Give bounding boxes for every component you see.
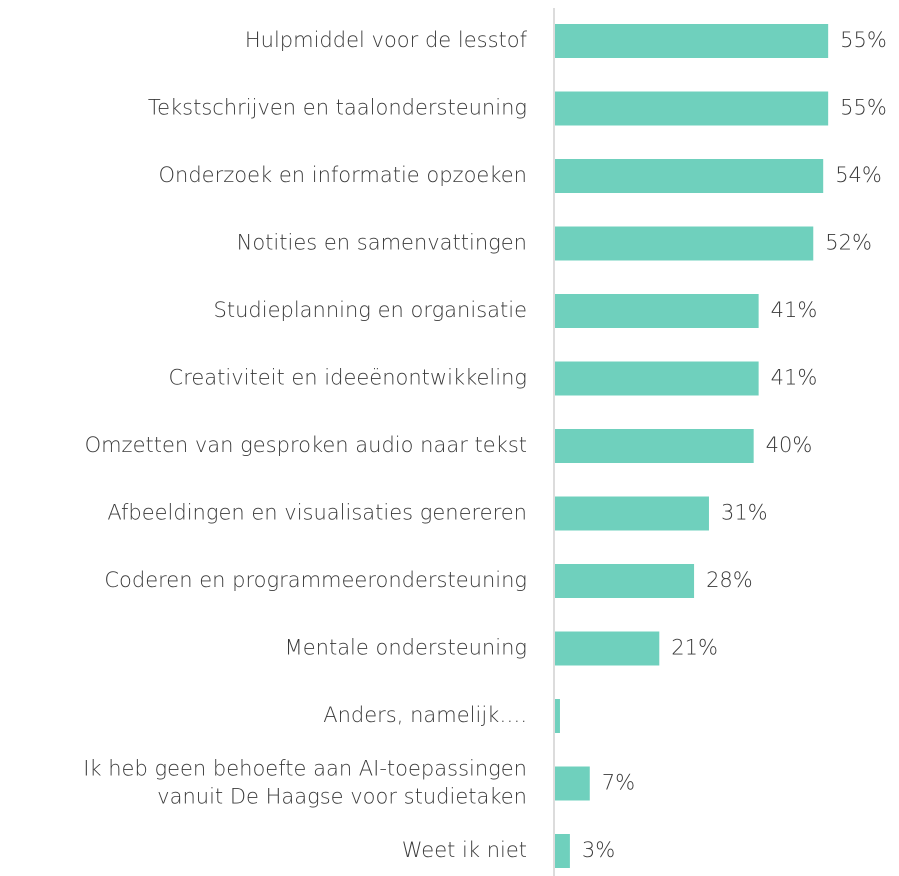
bar — [555, 564, 695, 598]
bar — [555, 226, 814, 261]
value-label: 55% — [840, 96, 887, 120]
category-label: Creativiteit en ideeënontwikkeling — [169, 366, 527, 390]
category-label: Coderen en programmeerondersteuning — [104, 568, 527, 592]
bar — [555, 699, 560, 733]
bar — [555, 766, 590, 801]
value-label: 41% — [771, 366, 818, 390]
category-label: Afbeeldingen en visualisaties genereren — [107, 501, 527, 525]
bar — [555, 294, 759, 328]
bar — [555, 159, 824, 193]
value-label: 7% — [602, 771, 635, 795]
category-label: Hulpmiddel voor de lesstof — [245, 28, 528, 52]
bar — [555, 24, 829, 58]
category-label: Tekstschrijven en taalondersteuning — [148, 96, 527, 120]
category-label: Omzetten van gesproken audio naar tekst — [85, 433, 527, 457]
category-label: Studieplanning en organisatie — [214, 298, 527, 322]
value-label: 21% — [671, 636, 718, 660]
value-label: 40% — [766, 433, 813, 457]
bar — [555, 631, 660, 666]
value-label: 55% — [840, 28, 887, 52]
category-label: Mentale ondersteuning — [285, 636, 527, 660]
value-label: 31% — [721, 501, 768, 525]
bar — [555, 361, 759, 396]
category-label: Onderzoek en informatie opzoeken — [158, 163, 527, 187]
category-label: Weet ik niet — [402, 838, 527, 862]
category-label: Anders, namelijk…. — [323, 703, 527, 727]
value-label: 52% — [825, 231, 872, 255]
bar — [555, 496, 709, 531]
value-label: 28% — [706, 568, 753, 592]
category-label: Notities en samenvattingen — [237, 231, 527, 255]
category-label: Ik heb geen behoefte aan AI-toepassingen… — [83, 757, 527, 809]
bar — [555, 429, 754, 463]
bar — [555, 91, 829, 126]
value-label: 3% — [582, 838, 615, 862]
value-label: 54% — [835, 163, 882, 187]
bar — [555, 834, 570, 868]
value-label: 41% — [771, 298, 818, 322]
